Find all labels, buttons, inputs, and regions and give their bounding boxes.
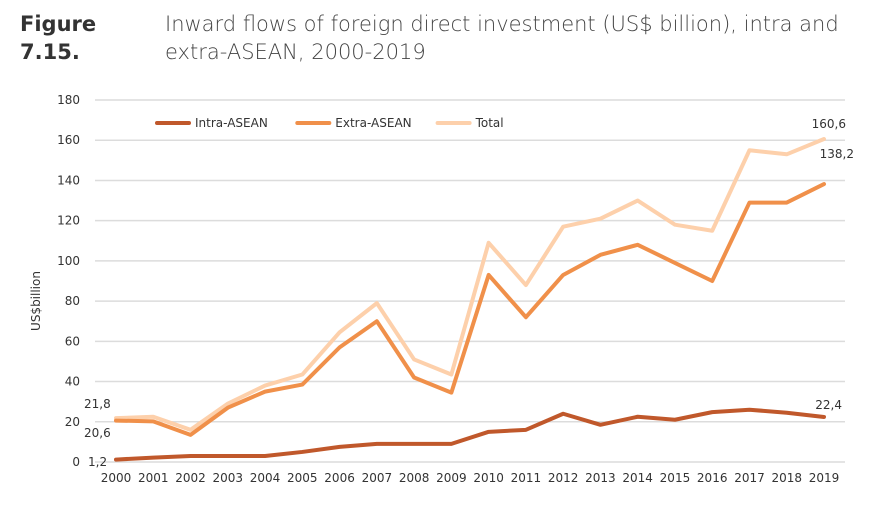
x-tick-label: 2016 bbox=[697, 471, 728, 485]
legend-label: Extra-ASEAN bbox=[335, 116, 411, 130]
data-label: 21,8 bbox=[84, 397, 111, 411]
x-tick-label: 2018 bbox=[771, 471, 802, 485]
y-tick-label: 160 bbox=[57, 133, 80, 147]
x-tick-label: 2019 bbox=[809, 471, 840, 485]
x-tick-label: 2010 bbox=[473, 471, 504, 485]
legend-label: Total bbox=[475, 116, 504, 130]
series-line-total bbox=[114, 137, 826, 432]
y-tick-label: 180 bbox=[57, 93, 80, 107]
x-tick-label: 2008 bbox=[399, 471, 430, 485]
x-tick-label: 2015 bbox=[660, 471, 691, 485]
y-axis-label: US$billion bbox=[29, 271, 43, 331]
data-label: 20,6 bbox=[84, 426, 111, 440]
series-line-extra-asean bbox=[114, 182, 826, 437]
x-tick-label: 2017 bbox=[734, 471, 765, 485]
y-tick-label: 140 bbox=[57, 173, 80, 187]
x-tick-label: 2006 bbox=[324, 471, 355, 485]
data-label: 22,4 bbox=[815, 398, 842, 412]
x-tick-label: 2005 bbox=[287, 471, 318, 485]
data-label: 138,2 bbox=[820, 147, 854, 161]
x-tick-label: 2001 bbox=[138, 471, 169, 485]
y-tick-label: 120 bbox=[57, 214, 80, 228]
y-tick-label: 60 bbox=[65, 334, 80, 348]
x-tick-label: 2013 bbox=[585, 471, 616, 485]
x-tick-label: 2004 bbox=[250, 471, 281, 485]
x-tick-label: 2012 bbox=[548, 471, 579, 485]
y-tick-label: 0 bbox=[72, 455, 80, 469]
x-tick-label: 2014 bbox=[622, 471, 653, 485]
legend-label: Intra-ASEAN bbox=[195, 116, 268, 130]
series-line-intra-asean bbox=[114, 407, 826, 462]
data-label: 1,2 bbox=[88, 455, 107, 469]
y-tick-label: 20 bbox=[65, 415, 80, 429]
x-tick-label: 2003 bbox=[213, 471, 244, 485]
figure-title-text: Inward flows of foreign direct investmen… bbox=[165, 12, 839, 64]
y-tick-label: 100 bbox=[57, 254, 80, 268]
data-label: 160,6 bbox=[812, 117, 846, 131]
figure-number: Figure 7.15. bbox=[20, 12, 97, 64]
x-tick-label: 2000 bbox=[101, 471, 132, 485]
x-tick-label: 2009 bbox=[436, 471, 467, 485]
y-tick-label: 40 bbox=[65, 375, 80, 389]
x-tick-label: 2002 bbox=[175, 471, 206, 485]
x-tick-label: 2007 bbox=[362, 471, 393, 485]
x-tick-label: 2011 bbox=[511, 471, 542, 485]
y-tick-label: 80 bbox=[65, 294, 80, 308]
